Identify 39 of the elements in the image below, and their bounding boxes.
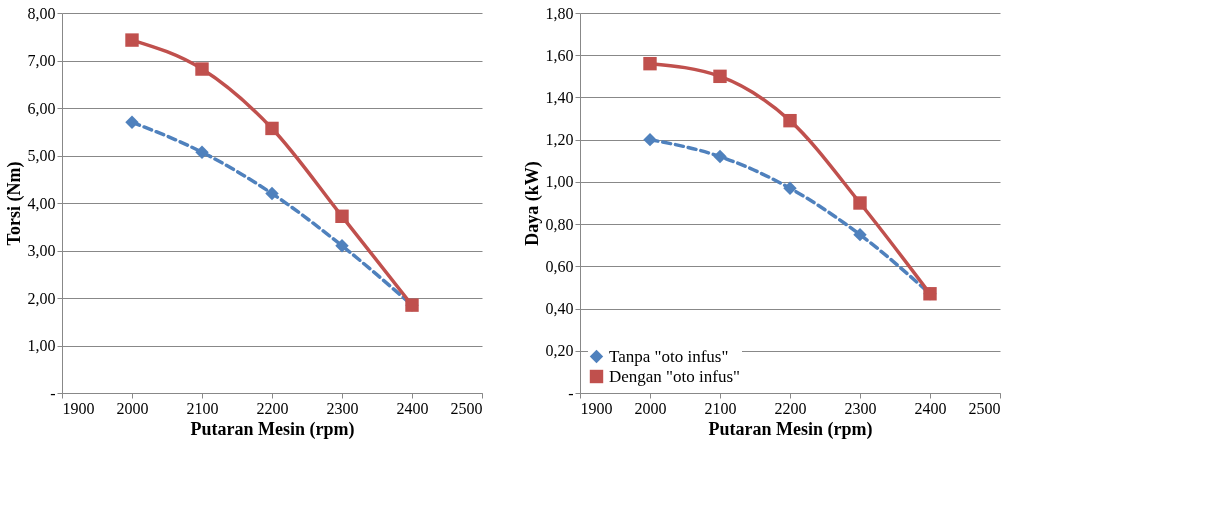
y-tick-label: 1,80	[545, 4, 574, 22]
y-tick-label: 1,00	[545, 173, 574, 191]
x-tick-label: 2200	[256, 399, 289, 417]
y-tick-label: 7,00	[27, 52, 56, 69]
x-tick-label: 1900	[580, 399, 613, 417]
legend-label: Dengan "oto infus"	[609, 366, 740, 386]
x-tick-label: 2500	[968, 399, 1001, 417]
x-tick-label: 2000	[634, 399, 667, 417]
y-tick-label: -	[50, 384, 56, 402]
y-tick-label: 2,00	[27, 289, 56, 307]
legend-label: Tanpa "oto infus"	[609, 346, 729, 366]
x-axis-title: Putaran Mesin (rpm)	[708, 418, 873, 440]
y-tick-label: 5,00	[27, 147, 56, 164]
y-axis-title: Daya (kW)	[521, 161, 543, 246]
y-tick-label: 1,20	[545, 131, 574, 149]
x-tick-label: 2400	[914, 399, 947, 417]
y-axis-title: Torsi (Nm)	[3, 161, 25, 246]
y-tick-label: -	[568, 384, 574, 402]
y-tick-label: 0,20	[545, 342, 574, 360]
x-tick-label: 2000	[116, 399, 149, 417]
y-tick-label: 1,40	[545, 88, 574, 106]
y-tick-label: 4,00	[27, 194, 56, 212]
y-tick-label: 1,00	[27, 337, 56, 354]
y-tick-label: 3,00	[27, 242, 56, 259]
y-tick-label: 6,00	[27, 99, 56, 117]
x-tick-label: 1900	[62, 399, 95, 417]
x-tick-label: 2100	[704, 399, 737, 417]
x-tick-label: 2300	[326, 399, 359, 417]
x-axis-title: Putaran Mesin (rpm)	[190, 418, 355, 440]
y-tick-label: 0,80	[545, 215, 574, 233]
y-tick-label: 8,00	[27, 4, 56, 22]
y-tick-label: 0,40	[545, 300, 574, 318]
x-tick-label: 2300	[844, 399, 877, 417]
x-tick-label: 2400	[396, 399, 429, 417]
x-tick-label: 2500	[450, 399, 483, 417]
x-tick-label: 2100	[186, 399, 219, 417]
y-tick-label: 0,60	[545, 257, 574, 275]
x-tick-label: 2200	[774, 399, 807, 417]
y-tick-label: 1,60	[545, 46, 574, 64]
